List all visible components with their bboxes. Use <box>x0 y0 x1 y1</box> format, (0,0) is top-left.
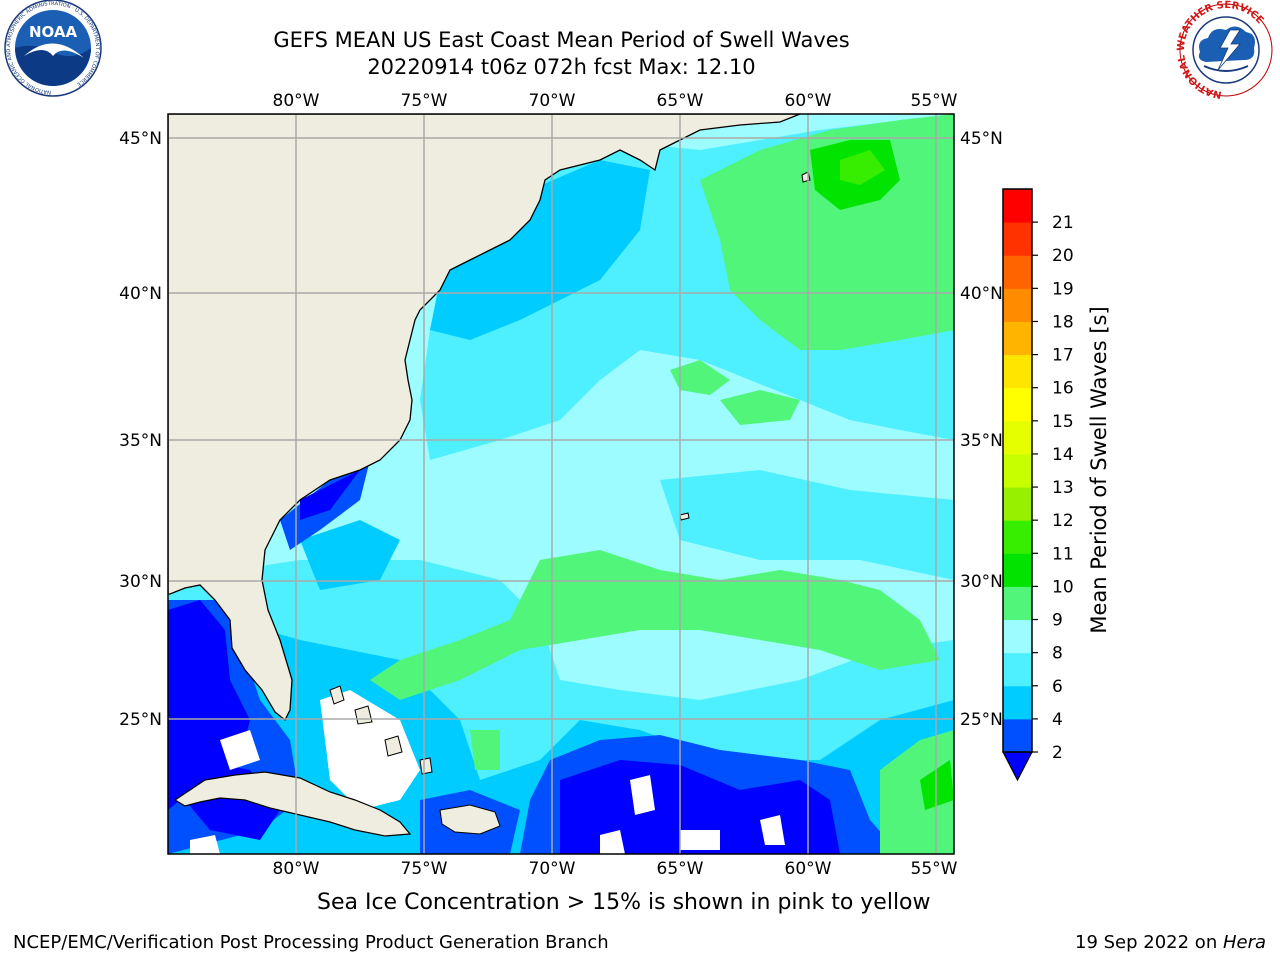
colorbar-tick-label: 18 <box>1052 312 1074 332</box>
lat-labels-left: 45°N 40°N 35°N 30°N 25°N <box>119 129 162 730</box>
colorbar-tick-label: 13 <box>1052 478 1074 498</box>
lon-label: 55°W <box>911 859 958 879</box>
colorbar-tick-label: 10 <box>1052 577 1074 597</box>
colorbar-bin <box>1003 222 1032 256</box>
lat-label: 25°N <box>960 710 1003 730</box>
colorbar-bin <box>1003 354 1032 389</box>
cuba-land <box>173 771 412 837</box>
colorbar-tick-label: 4 <box>1052 710 1063 730</box>
swell-band-11-12s <box>840 150 885 185</box>
lat-label: 30°N <box>119 572 162 592</box>
lon-label: 55°W <box>911 91 958 111</box>
footer-date-text: 19 Sep 2022 on <box>1075 932 1223 953</box>
colorbar-bin <box>1003 586 1032 621</box>
colorbar-bin <box>1003 288 1032 322</box>
colorbar-bin <box>1003 487 1032 521</box>
colorbar-tick-label: 16 <box>1052 379 1074 399</box>
sea-ice-note: Sea Ice Concentration > 15% is shown in … <box>317 890 931 915</box>
colorbar-tick-label: 8 <box>1052 644 1063 664</box>
colorbar-bin <box>1003 453 1032 488</box>
colorbar-bin <box>1003 553 1032 587</box>
lat-label: 30°N <box>960 572 1003 592</box>
lat-label: 40°N <box>119 284 162 304</box>
colorbar-label: Mean Period of Swell Waves [s] <box>1087 306 1111 633</box>
no-data-areas <box>190 690 785 854</box>
map-plot-area <box>168 114 954 854</box>
map-frame <box>167 113 955 855</box>
colorbar-tick-label: 9 <box>1052 611 1063 631</box>
colorbar-tick-label: 20 <box>1052 246 1074 266</box>
lon-label: 70°W <box>529 91 576 111</box>
colorbar-bin <box>1003 685 1032 720</box>
lat-label: 45°N <box>960 129 1003 149</box>
colorbar-tick-label: 15 <box>1052 412 1074 432</box>
noaa-logo-icon: NOAA NATIONAL OCEANIC AND ATMOSPHERIC AD… <box>4 0 102 97</box>
map-title: GEFS MEAN US East Coast Mean Period of S… <box>273 28 850 52</box>
colorbar-tick-label: 6 <box>1052 677 1063 697</box>
colorbar-bin <box>1003 255 1032 289</box>
lon-label: 65°W <box>657 91 704 111</box>
lon-label: 80°W <box>273 91 320 111</box>
map-gridlines <box>168 114 954 854</box>
lon-label: 75°W <box>401 859 448 879</box>
lat-label: 40°N <box>960 284 1003 304</box>
colorbar-tick-label: 17 <box>1052 346 1074 366</box>
colorbar-under-arrow <box>1002 751 1033 782</box>
lon-label: 60°W <box>785 859 832 879</box>
colorbar-tick-label: 21 <box>1052 213 1074 233</box>
nws-logo-icon: NATIONAL WEATHER SERVICE <box>1176 0 1273 100</box>
noaa-logo-text: NOAA <box>29 23 78 41</box>
colorbar-bin <box>1003 718 1032 753</box>
colorbar-tick-label: 2 <box>1052 743 1063 763</box>
lon-labels-bottom: 80°W 75°W 70°W 65°W 60°W 55°W <box>273 859 958 879</box>
colorbar-bin <box>1003 652 1032 687</box>
colorbar-frame <box>1002 188 1033 753</box>
lon-label: 75°W <box>401 91 448 111</box>
colorbar-bin <box>1003 189 1032 223</box>
footer-date: 19 Sep 2022 on Hera <box>1075 932 1266 953</box>
north-america-land <box>168 114 801 722</box>
lat-label: 25°N <box>119 710 162 730</box>
lat-label: 45°N <box>119 129 162 149</box>
colorbar-tick-label: 12 <box>1052 511 1074 531</box>
colorbar-bin <box>1003 420 1032 455</box>
colorbar-tick-label: 11 <box>1052 544 1074 564</box>
map-subtitle: 20220914 t06z 072h fcst Max: 12.10 <box>367 55 756 79</box>
footer-machine: Hera <box>1222 932 1266 953</box>
footer-credit: NCEP/EMC/Verification Post Processing Pr… <box>13 932 609 953</box>
colorbar-tick-label: 19 <box>1052 279 1074 299</box>
lat-label: 35°N <box>119 431 162 451</box>
colorbar-tick-label: 14 <box>1052 445 1074 465</box>
colorbar-bin <box>1003 321 1032 356</box>
lat-label: 35°N <box>960 431 1003 451</box>
lon-labels-top: 80°W 75°W 70°W 65°W 60°W 55°W <box>273 91 958 111</box>
lon-label: 65°W <box>657 859 704 879</box>
lon-label: 60°W <box>785 91 832 111</box>
lon-label: 80°W <box>273 859 320 879</box>
lon-label: 70°W <box>529 859 576 879</box>
colorbar-bin <box>1003 520 1032 554</box>
colorbar-bin <box>1003 387 1032 422</box>
lat-labels-right: 45°N 40°N 35°N 30°N 25°N <box>960 129 1003 730</box>
colorbar: 2 4 6 8 9 10 11 12 13 14 15 16 17 18 19 20 21 Mean Perio… <box>1002 188 1111 782</box>
colorbar-bin <box>1003 619 1032 654</box>
